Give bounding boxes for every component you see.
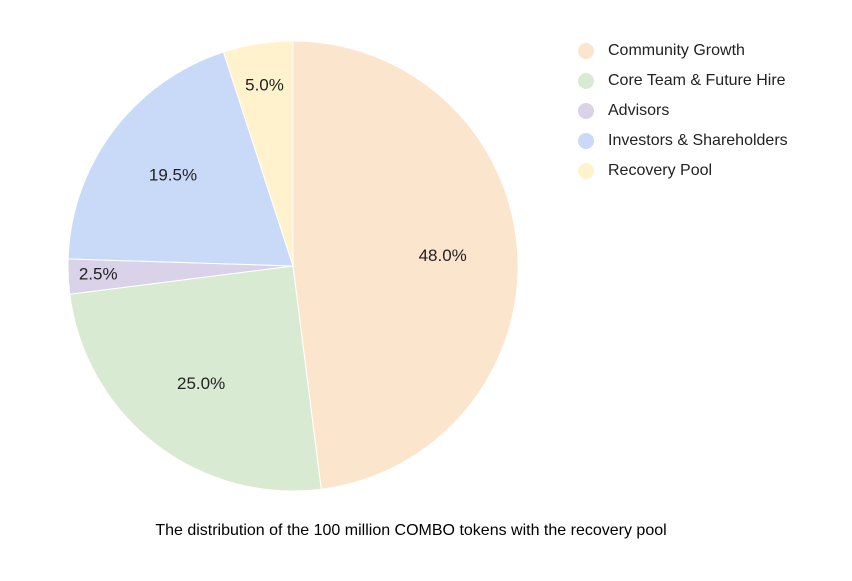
legend-label: Recovery Pool (608, 162, 713, 179)
legend-swatch (578, 163, 594, 179)
legend-swatch (578, 43, 594, 59)
slice-label-0: 48.0% (419, 246, 467, 265)
legend-item-0: Community Growth (578, 36, 788, 66)
legend-label: Core Team & Future Hire (608, 72, 786, 89)
slice-label-4: 5.0% (245, 76, 284, 95)
pie-labels: 48.0% 25.0% 2.5% 19.5% 5.0% (79, 76, 467, 393)
pie-slice-4 (222, 40, 294, 267)
legend-label: Investors & Shareholders (608, 132, 788, 149)
legend-item-3: Investors & Shareholders (578, 126, 788, 156)
legend-item-2: Advisors (578, 96, 788, 126)
legend: Community Growth Core Team & Future Hire A… (578, 36, 788, 186)
chart-caption: The distribution of the 100 million COMB… (155, 522, 667, 539)
pie-slice-0 (292, 40, 519, 490)
legend-item-4: Recovery Pool (578, 156, 788, 186)
slice-label-2: 2.5% (79, 265, 118, 284)
legend-swatch (578, 133, 594, 149)
slice-label-1: 25.0% (177, 374, 225, 393)
pie-slice-3 (67, 51, 294, 267)
slice-label-3: 19.5% (149, 165, 197, 184)
legend-swatch (578, 103, 594, 119)
legend-label: Advisors (608, 102, 670, 119)
legend-item-1: Core Team & Future Hire (578, 66, 788, 96)
pie-slices (67, 40, 519, 492)
legend-swatch (578, 73, 594, 89)
pie-slice-1 (69, 265, 322, 492)
legend-label: Community Growth (608, 42, 745, 59)
